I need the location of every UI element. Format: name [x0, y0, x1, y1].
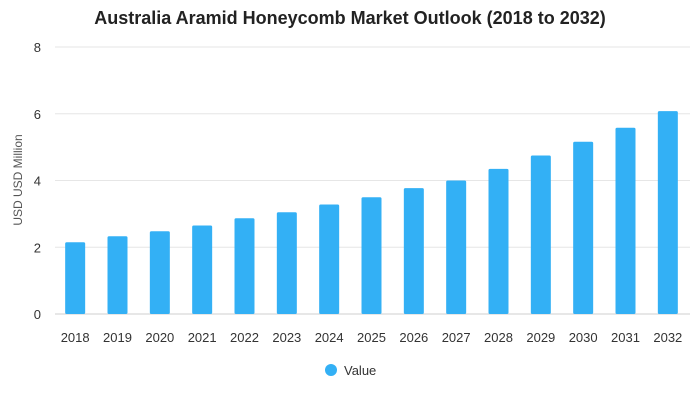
bar-2031[interactable] — [615, 127, 636, 314]
bar-2029[interactable] — [530, 155, 551, 314]
bar-2028[interactable] — [488, 168, 509, 314]
bar-2018[interactable] — [65, 242, 86, 314]
y-tick-label: 8 — [34, 40, 41, 55]
bar-2027[interactable] — [446, 180, 467, 315]
x-tick-label: 2025 — [357, 330, 386, 345]
x-tick-label: 2026 — [399, 330, 428, 345]
bar-2026[interactable] — [403, 188, 424, 314]
bar-2023[interactable] — [276, 212, 297, 314]
bars — [65, 111, 678, 314]
x-tick-label: 2028 — [484, 330, 513, 345]
chart-title: Australia Aramid Honeycomb Market Outloo… — [94, 8, 606, 28]
bar-2021[interactable] — [192, 225, 213, 314]
bar-2019[interactable] — [107, 236, 128, 314]
x-tick-label: 2020 — [145, 330, 174, 345]
x-tick-label: 2021 — [188, 330, 217, 345]
y-tick-label: 0 — [34, 307, 41, 322]
x-tick-label: 2018 — [61, 330, 90, 345]
bar-2030[interactable] — [573, 141, 594, 314]
x-tick-label: 2029 — [526, 330, 555, 345]
x-tick-label: 2032 — [653, 330, 682, 345]
legend-label-value: Value — [344, 363, 376, 378]
x-tick-label: 2023 — [272, 330, 301, 345]
x-tick-label: 2031 — [611, 330, 640, 345]
x-tick-label: 2022 — [230, 330, 259, 345]
x-tick-label: 2030 — [569, 330, 598, 345]
x-tick-label: 2027 — [442, 330, 471, 345]
y-axis-title: USD USD Million — [11, 134, 25, 225]
bar-2032[interactable] — [657, 111, 678, 314]
bar-2022[interactable] — [234, 218, 255, 314]
y-axis-ticks: 0 2 4 6 8 — [34, 40, 41, 322]
legend[interactable]: Value — [325, 363, 376, 378]
y-tick-label: 6 — [34, 107, 41, 122]
legend-marker-value — [325, 364, 337, 376]
y-tick-label: 2 — [34, 240, 41, 255]
bar-2025[interactable] — [361, 197, 382, 314]
x-axis-ticks: 2018 2019 2020 2021 2022 2023 2024 2025 2026 2027… — [61, 330, 683, 345]
bar-2020[interactable] — [149, 231, 170, 314]
bar-2024[interactable] — [319, 204, 340, 314]
x-tick-label: 2024 — [315, 330, 344, 345]
x-tick-label: 2019 — [103, 330, 132, 345]
y-tick-label: 4 — [34, 174, 41, 189]
